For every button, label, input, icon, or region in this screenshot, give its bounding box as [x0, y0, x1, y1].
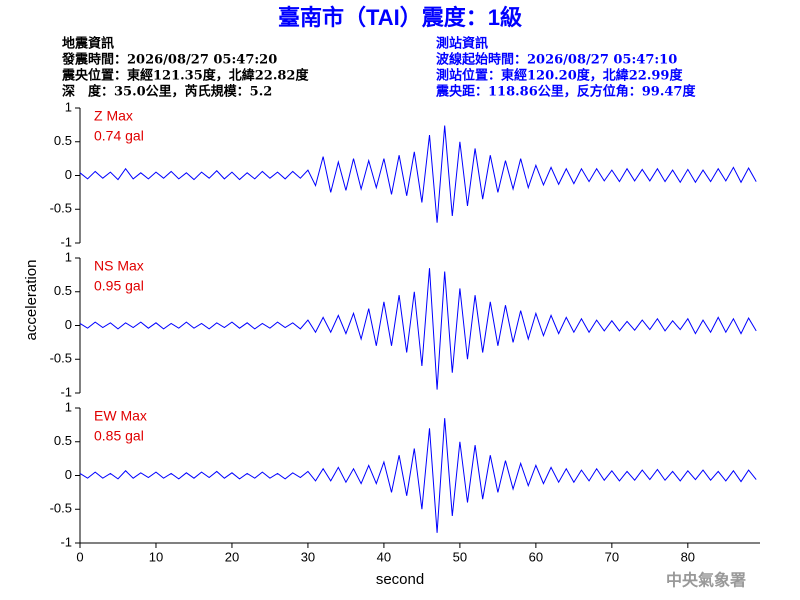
page-title: 臺南市（TAI）震度：1級 — [278, 5, 522, 30]
y-tick-label: -1 — [60, 384, 72, 399]
y-tick-label: 0.5 — [54, 283, 72, 298]
station-info: 測站資訊 — [436, 36, 488, 52]
panel-title: EW Max — [94, 408, 147, 424]
y-tick-label: 1 — [65, 99, 72, 114]
x-tick-label: 80 — [681, 549, 695, 564]
event-info: 震央位置：東經121.35度，北緯22.82度 — [61, 68, 309, 84]
x-tick-label: 40 — [377, 549, 391, 564]
waveform — [79, 268, 757, 390]
x-tick-label: 10 — [149, 549, 163, 564]
waveform — [79, 125, 757, 223]
y-tick-label: 0 — [65, 467, 72, 482]
y-tick-label: 1 — [65, 399, 72, 414]
x-tick-label: 50 — [453, 549, 467, 564]
y-tick-label: -1 — [60, 534, 72, 549]
y-tick-label: 0 — [65, 317, 72, 332]
x-tick-label: 0 — [76, 549, 83, 564]
event-info: 發震時間：2026/08/27 05:47:20 — [61, 52, 277, 68]
event-info: 地震資訊 — [62, 36, 114, 52]
y-tick-label: -1 — [60, 234, 72, 249]
panel-title: Z Max — [94, 108, 133, 124]
y-tick-label: 0.5 — [54, 433, 72, 448]
x-tick-label: 70 — [605, 549, 619, 564]
y-tick-label: -0.5 — [50, 501, 72, 516]
agency: 中央氣象署 — [666, 571, 746, 590]
station-info: 震央距：118.86公里，反方位角：99.47度 — [435, 84, 696, 100]
x-tick-label: 60 — [529, 549, 543, 564]
panel-title: NS Max — [94, 258, 144, 274]
panel-max: 0.95 gal — [94, 278, 144, 294]
x-axis-label: second — [376, 571, 424, 588]
y-tick-label: 0 — [65, 167, 72, 182]
event-info: 深 度：35.0公里，芮氏規模：5.2 — [62, 84, 272, 100]
station-info: 測站位置：東經120.20度，北緯22.99度 — [436, 68, 683, 84]
waveform — [79, 418, 757, 533]
x-tick-label: 20 — [225, 549, 239, 564]
panel-max: 0.74 gal — [94, 128, 144, 144]
y-tick-label: -0.5 — [50, 201, 72, 216]
y-tick-label: 1 — [65, 249, 72, 264]
x-tick-label: 30 — [301, 549, 315, 564]
y-axis-label: acceleration — [23, 260, 40, 341]
panel-max: 0.85 gal — [94, 428, 144, 444]
y-tick-label: -0.5 — [50, 351, 72, 366]
y-tick-label: 0.5 — [54, 133, 72, 148]
station-info: 波線起始時間：2026/08/27 05:47:10 — [436, 52, 677, 68]
